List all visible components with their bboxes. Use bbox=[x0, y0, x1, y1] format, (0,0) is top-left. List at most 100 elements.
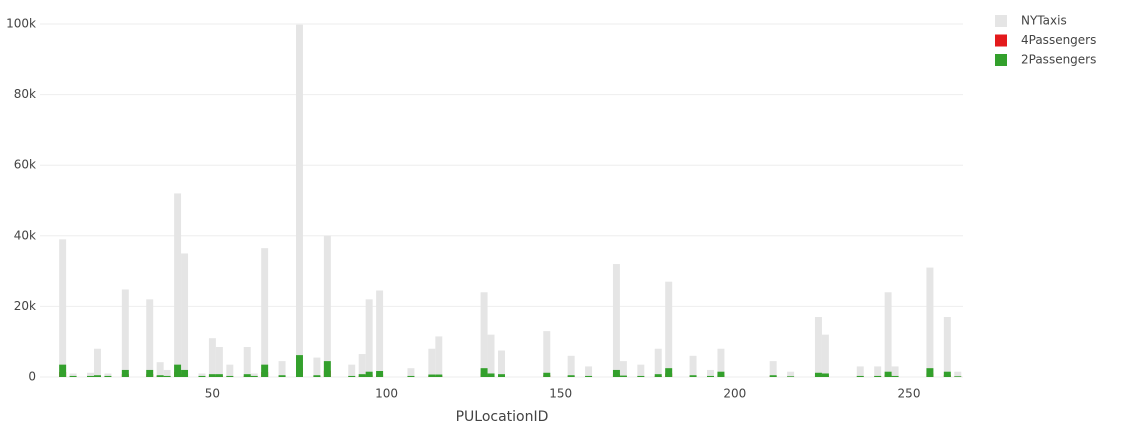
bar bbox=[359, 374, 366, 377]
bar bbox=[59, 239, 66, 377]
bar bbox=[954, 376, 961, 377]
legend-swatch bbox=[995, 15, 1007, 27]
bar bbox=[366, 372, 373, 377]
bar bbox=[498, 351, 505, 377]
bar bbox=[585, 366, 592, 377]
bar bbox=[944, 372, 951, 377]
y-tick-label: 40k bbox=[14, 228, 36, 242]
bar bbox=[87, 376, 94, 377]
bar bbox=[787, 372, 794, 377]
bar bbox=[428, 349, 435, 377]
bar bbox=[815, 373, 822, 377]
bar bbox=[296, 25, 303, 377]
bar bbox=[568, 356, 575, 377]
bar bbox=[226, 365, 233, 377]
bar bbox=[637, 365, 644, 377]
bar bbox=[892, 376, 899, 377]
bar bbox=[104, 376, 111, 377]
bar bbox=[481, 368, 488, 377]
bar bbox=[94, 349, 101, 377]
x-tick-label: 150 bbox=[549, 387, 572, 401]
legend-label: 4Passengers bbox=[1021, 33, 1096, 47]
legend-label: 2Passengers bbox=[1021, 53, 1096, 67]
legend-swatch bbox=[995, 54, 1007, 66]
bar bbox=[181, 253, 188, 377]
y-tick-label: 100k bbox=[6, 17, 36, 31]
bar bbox=[822, 373, 829, 377]
bar bbox=[655, 374, 662, 377]
bar bbox=[244, 374, 251, 377]
y-tick-label: 80k bbox=[14, 87, 36, 101]
bar bbox=[568, 375, 575, 377]
bar bbox=[313, 375, 320, 377]
bar bbox=[435, 375, 442, 377]
bar bbox=[481, 292, 488, 377]
bar bbox=[770, 361, 777, 377]
bar bbox=[815, 317, 822, 377]
bar bbox=[407, 376, 414, 377]
bar bbox=[261, 248, 268, 377]
bar bbox=[613, 264, 620, 377]
bar bbox=[366, 299, 373, 377]
bar bbox=[787, 376, 794, 377]
bar bbox=[174, 365, 181, 377]
bar bbox=[543, 331, 550, 377]
bar bbox=[435, 336, 442, 377]
bar bbox=[94, 375, 101, 377]
bar bbox=[770, 375, 777, 377]
bar bbox=[857, 366, 864, 377]
y-tick-label: 60k bbox=[14, 158, 36, 172]
bar bbox=[637, 376, 644, 377]
bar bbox=[620, 376, 627, 377]
bar bbox=[146, 370, 153, 377]
bar bbox=[926, 268, 933, 377]
bar bbox=[690, 356, 697, 377]
bar bbox=[376, 291, 383, 377]
bar bbox=[313, 358, 320, 377]
bar bbox=[874, 376, 881, 377]
bar bbox=[244, 347, 251, 377]
bar bbox=[59, 365, 66, 377]
bar bbox=[261, 365, 268, 377]
bar bbox=[209, 338, 216, 377]
bar bbox=[348, 376, 355, 377]
bar bbox=[926, 368, 933, 377]
bar bbox=[146, 299, 153, 377]
bar bbox=[296, 355, 303, 377]
y-tick-label: 0 bbox=[28, 370, 36, 384]
bar bbox=[585, 376, 592, 377]
bar bbox=[655, 349, 662, 377]
x-tick-label: 100 bbox=[375, 387, 398, 401]
bar bbox=[198, 376, 205, 377]
bar bbox=[226, 376, 233, 377]
legend-label: NYTaxis bbox=[1021, 14, 1067, 28]
bar bbox=[279, 361, 286, 377]
bar bbox=[665, 282, 672, 377]
bar bbox=[359, 354, 366, 377]
bar bbox=[488, 335, 495, 377]
bar bbox=[157, 362, 164, 377]
bar bbox=[122, 289, 129, 377]
bar bbox=[324, 236, 331, 377]
bar bbox=[157, 375, 164, 377]
bar bbox=[251, 376, 258, 377]
bar bbox=[174, 193, 181, 377]
bar bbox=[209, 374, 216, 377]
bar bbox=[690, 375, 697, 377]
bar bbox=[885, 292, 892, 377]
bar bbox=[407, 368, 414, 377]
bar bbox=[348, 365, 355, 377]
bar bbox=[944, 317, 951, 377]
x-tick-label: 200 bbox=[723, 387, 746, 401]
bar bbox=[717, 372, 724, 377]
bar bbox=[279, 375, 286, 377]
bar bbox=[874, 366, 881, 377]
bar bbox=[164, 376, 171, 377]
bar bbox=[428, 375, 435, 377]
bar bbox=[613, 370, 620, 377]
bar bbox=[216, 347, 223, 377]
x-tick-label: 50 bbox=[205, 387, 220, 401]
bar bbox=[885, 372, 892, 377]
bar bbox=[707, 376, 714, 377]
